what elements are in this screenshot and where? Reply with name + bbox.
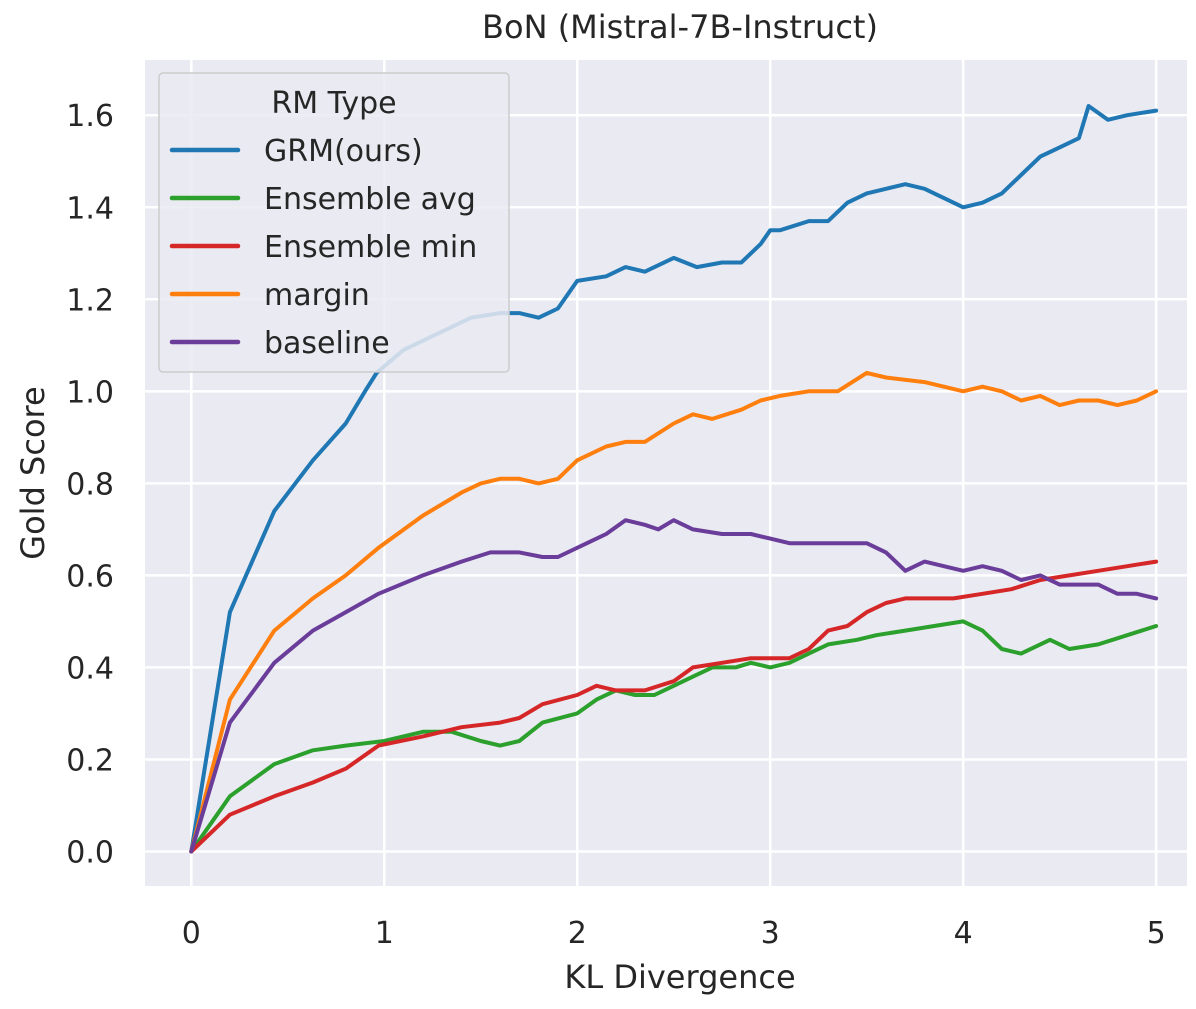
legend-label-ensemble-min: Ensemble min	[264, 230, 477, 265]
y-tick-label: 0.6	[66, 559, 114, 594]
chart-title: BoN (Mistral-7B-Instruct)	[482, 8, 878, 46]
y-axis-label: Gold Score	[14, 386, 52, 559]
x-tick-label: 3	[761, 916, 780, 951]
x-axis-ticks: 0 1 2 3 4 5	[182, 916, 1166, 951]
x-tick-label: 5	[1147, 916, 1166, 951]
y-tick-label: 1.6	[66, 99, 114, 134]
x-tick-label: 2	[568, 916, 587, 951]
y-tick-label: 1.4	[66, 191, 114, 226]
y-tick-label: 0.4	[66, 651, 114, 686]
x-tick-label: 1	[375, 916, 394, 951]
x-tick-label: 4	[954, 916, 973, 951]
series-line-margin	[189, 370, 1159, 854]
legend-label-baseline: baseline	[264, 326, 390, 361]
series-line-baseline	[189, 518, 1159, 854]
y-tick-label: 0.8	[66, 467, 114, 502]
series-line-ensemble-avg	[189, 619, 1159, 854]
y-tick-label: 1.2	[66, 283, 114, 318]
legend-title: RM Type	[271, 86, 396, 121]
legend-label-ensemble-avg: Ensemble avg	[264, 182, 476, 217]
y-axis-ticks: 0.0 0.2 0.4 0.6 0.8 1.0 1.2 1.4 1.6	[66, 99, 114, 870]
x-axis-label: KL Divergence	[564, 958, 795, 996]
y-tick-label: 0.2	[66, 743, 114, 778]
series-line-ensemble-min	[189, 559, 1159, 854]
x-tick-label: 0	[182, 916, 201, 951]
legend-label-grm-ours: GRM(ours)	[264, 134, 423, 169]
y-tick-label: 0.0	[66, 835, 114, 870]
legend: RM Type GRM(ours) Ensemble avg Ensemble mi…	[158, 72, 510, 373]
y-tick-label: 1.0	[66, 375, 114, 410]
legend-box	[158, 72, 510, 373]
legend-entries: GRM(ours) Ensemble avg Ensemble min margin b…	[169, 134, 477, 361]
legend-label-margin: margin	[264, 278, 370, 313]
